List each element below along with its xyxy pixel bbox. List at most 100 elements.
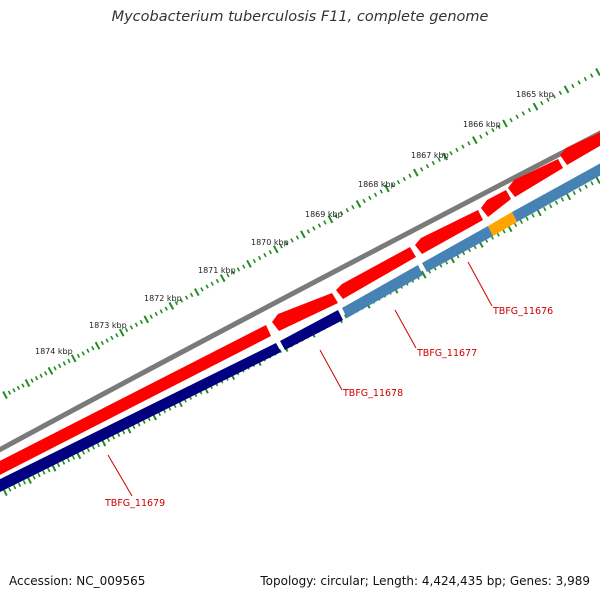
ruler-tick [132, 424, 136, 430]
gene-segment[interactable] [481, 190, 511, 217]
ruler-tick [210, 281, 214, 286]
ruler-tick [560, 197, 565, 202]
label-leaders [107, 261, 493, 497]
ruler-tick [57, 363, 62, 369]
ruler-tick [284, 241, 289, 246]
ruler-tick [306, 229, 311, 234]
ruler-tick [413, 168, 419, 177]
gene-segment[interactable] [342, 265, 423, 318]
ruler-tick [577, 80, 581, 85]
ruler-tick [86, 447, 91, 453]
gene-segment[interactable] [272, 293, 338, 331]
ruler-tick [7, 390, 12, 395]
gene-label[interactable]: TBFG_11678 [342, 388, 403, 399]
ruler-tick [67, 358, 71, 364]
ruler-tick [327, 215, 334, 224]
ruler-tick [525, 216, 529, 221]
ruler-tick [455, 147, 459, 153]
ruler-tick [563, 85, 570, 94]
ruler-tick [100, 340, 104, 346]
ruler-tick [189, 292, 194, 298]
ruler-tick [56, 462, 61, 468]
ruler-tick [362, 198, 366, 204]
ruler-tick [154, 311, 158, 317]
ruler-tick [129, 325, 134, 330]
ruler-tick [373, 192, 378, 197]
ruler-tick [449, 151, 453, 156]
gene-segment[interactable] [508, 159, 563, 197]
ruler-tick [42, 470, 46, 475]
ruler-tick [554, 200, 559, 205]
ruler-tick [595, 68, 600, 76]
gene-segment[interactable] [280, 310, 343, 350]
page-title: Mycobacterium tuberculosis F11, complete… [111, 9, 489, 25]
gene-segment[interactable] [336, 247, 416, 299]
gene-segment[interactable] [0, 325, 271, 480]
ruler-tick [521, 111, 525, 116]
ruler-tick [115, 333, 119, 338]
ruler-tick [531, 213, 535, 218]
ruler-tick [66, 457, 71, 463]
ruler-tick [246, 259, 252, 268]
outer-tick-track [2, 68, 600, 399]
ruler-tick [583, 76, 588, 82]
ruler-tick [200, 287, 204, 292]
ruler-tick [527, 107, 532, 113]
ruler-tick [242, 264, 246, 269]
ruler-tick [509, 118, 513, 123]
ruler-tick [334, 214, 338, 219]
gene-segment[interactable] [512, 158, 600, 222]
ruler-tick [343, 314, 348, 319]
gene-segment[interactable] [488, 212, 517, 236]
ruler-label: 1874 kbp [35, 347, 73, 356]
ruler-label: 1867 kbp [411, 151, 449, 160]
ruler-tick [317, 223, 322, 228]
ruler-tick [272, 245, 279, 254]
ruler-tick [194, 288, 200, 297]
ruler-tick [268, 250, 273, 255]
ruler-tick [159, 309, 163, 314]
ruler-tick [124, 327, 129, 333]
ruler-tick [168, 301, 175, 310]
ruler-tick [39, 373, 43, 378]
ruler-tick [402, 176, 406, 182]
ruler-tick [571, 83, 575, 89]
ruler-tick [116, 432, 121, 437]
gene-segment[interactable] [415, 210, 483, 254]
ruler-tick [355, 200, 362, 208]
ruler-tick [91, 445, 96, 450]
gene-segment[interactable] [0, 343, 281, 497]
gene-segment[interactable] [560, 128, 600, 165]
ruler-tick [44, 371, 48, 376]
ruler-tick [584, 184, 588, 189]
gene-label[interactable]: TBFG_11679 [104, 498, 165, 509]
ruler-tick [431, 160, 436, 166]
ruler-tick [408, 173, 412, 178]
ruler-tick [479, 134, 483, 139]
ruler-tick [339, 211, 344, 216]
ruler-tick [86, 348, 90, 353]
ruler-tick [590, 73, 594, 78]
ruler-tick [421, 270, 427, 279]
ruler-tick [184, 295, 189, 300]
ruler-tick [279, 244, 283, 249]
ruler-tick [134, 322, 139, 327]
ruler-tick [300, 230, 306, 239]
ruler-tick [91, 346, 95, 351]
ruler-tick [70, 354, 77, 363]
ruler-tick [16, 385, 21, 390]
ruler-tick [205, 284, 209, 289]
ruler-tick [215, 278, 220, 284]
gene-labels: TBFG_11676 TBFG_11677 TBFG_11678 TBFG_11… [104, 306, 553, 509]
ruler-tick [37, 472, 41, 478]
ruler-tick [552, 94, 556, 99]
gene-label[interactable]: TBFG_11676 [492, 306, 553, 317]
ruler-tick [106, 437, 111, 442]
ruler-tick [94, 341, 101, 350]
ruler-tick [226, 273, 230, 278]
ruler-tick [312, 226, 316, 231]
gene-segment[interactable] [422, 226, 493, 272]
gene-label[interactable]: TBFG_11677 [416, 348, 477, 359]
